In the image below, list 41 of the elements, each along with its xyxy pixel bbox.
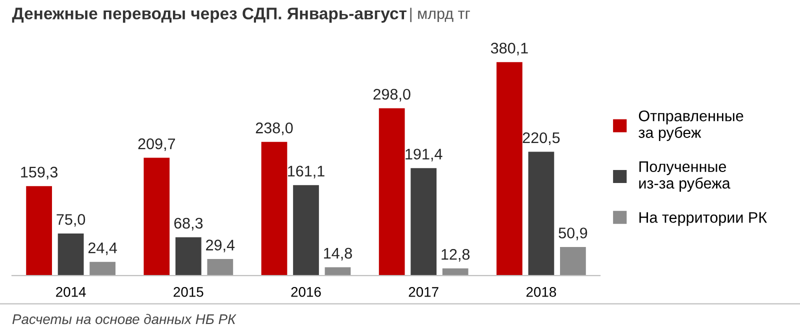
data-label: 191,4 <box>406 148 442 162</box>
legend-label: На территории РК <box>639 212 767 226</box>
x-tick-label: 2016 <box>291 287 321 297</box>
bar <box>378 108 405 276</box>
data-label: 50,9 <box>558 228 588 240</box>
bar <box>26 186 52 276</box>
x-tick-label: 2014 <box>56 287 86 297</box>
data-label: 209,7 <box>138 138 175 152</box>
bar <box>560 246 586 276</box>
x-tick-label: 2015 <box>174 287 204 297</box>
data-label: 220,5 <box>522 132 560 145</box>
data-label: 238,0 <box>256 122 293 136</box>
bar <box>442 268 468 276</box>
bar <box>496 62 522 276</box>
data-label: 298,0 <box>374 88 410 102</box>
text: Расчеты на основе данных НБ РК <box>12 314 236 324</box>
legend-label: Полученные из-за рубежа <box>639 161 730 192</box>
bar <box>175 237 202 276</box>
bar <box>207 259 234 276</box>
x-tick-label: 2018 <box>526 287 556 297</box>
data-label: 68,3 <box>174 218 203 230</box>
data-label: 161,1 <box>288 166 324 178</box>
bar <box>528 152 554 276</box>
data-label: 75,0 <box>56 214 86 227</box>
bar <box>324 267 351 276</box>
data-label: 29,4 <box>206 240 235 252</box>
chart-subtitle: | млрд тг <box>410 8 470 22</box>
bar <box>144 158 170 276</box>
bar <box>90 262 116 276</box>
bar <box>58 233 84 276</box>
bar <box>261 142 288 276</box>
data-label: 12,8 <box>442 248 470 262</box>
bar <box>293 185 319 276</box>
data-label: 380,1 <box>490 42 528 56</box>
legend-label: Отправленные за рубеж <box>638 110 744 141</box>
x-tick-label: 2017 <box>408 287 438 297</box>
data-label: 159,3 <box>21 166 58 180</box>
chart-title: Денежные переводы через СДП. Январь-август <box>12 8 406 23</box>
data-label: 24,4 <box>88 242 117 256</box>
bar <box>410 168 437 276</box>
data-label: 14,8 <box>324 248 352 260</box>
